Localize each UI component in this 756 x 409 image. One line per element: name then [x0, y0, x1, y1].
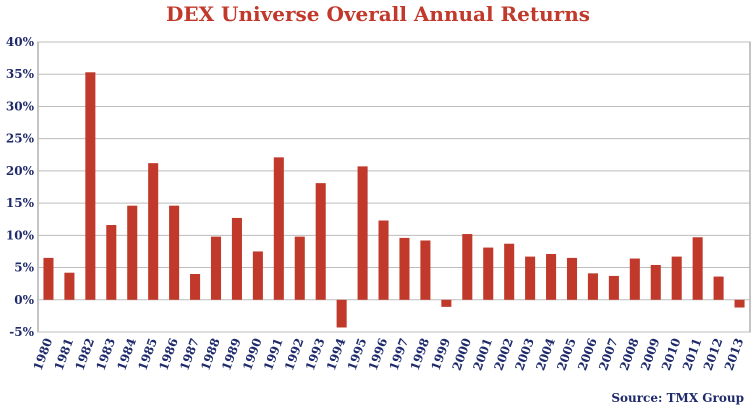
bar-1980: [43, 257, 54, 300]
y-tick-label: 20%: [6, 164, 35, 178]
y-tick-label: 0%: [14, 293, 34, 307]
chart-title: DEX Universe Overall Annual Returns: [165, 2, 591, 26]
y-tick-label: 25%: [6, 132, 35, 146]
bar-2011: [692, 237, 703, 300]
y-tick-label: 5%: [14, 261, 34, 275]
bar-1996: [378, 220, 389, 300]
bar-2003: [525, 256, 536, 300]
bar-1989: [231, 217, 242, 300]
bar-2009: [650, 264, 661, 300]
bar-1985: [148, 163, 159, 300]
bar-2004: [546, 254, 557, 300]
bar-1984: [127, 205, 138, 300]
bar-2006: [587, 273, 598, 300]
bar-1995: [357, 166, 368, 300]
bar-2010: [671, 256, 682, 300]
y-tick-label: 10%: [6, 228, 35, 242]
bar-2012: [713, 276, 724, 300]
bar-2001: [483, 247, 494, 300]
bar-2005: [566, 257, 578, 300]
bar-1990: [252, 251, 263, 300]
bar-1997: [399, 237, 410, 300]
bar-1994: [336, 299, 347, 328]
bar-1988: [210, 236, 222, 300]
bar-2008: [629, 258, 640, 300]
bar-1993: [315, 183, 326, 300]
bar-2002: [504, 243, 515, 300]
bar-1986: [169, 205, 180, 300]
bar-1982: [85, 72, 96, 300]
bar-1981: [64, 272, 75, 300]
plot-frame: [37, 41, 751, 333]
bar-2000: [462, 234, 473, 300]
bar-1999: [441, 299, 452, 307]
y-tick-label: -5%: [9, 325, 34, 339]
bar-2007: [608, 275, 619, 300]
bar-2013: [734, 299, 745, 308]
x-tick-label: 2013: [722, 336, 747, 372]
bar-1998: [420, 240, 431, 300]
y-tick-label: 35%: [6, 67, 35, 81]
bar-1991: [273, 157, 284, 300]
bar-1992: [294, 236, 305, 300]
source-note: Source: TMX Group: [611, 391, 744, 405]
bar-1987: [190, 274, 201, 300]
y-tick-label: 40%: [6, 35, 35, 49]
y-tick-label: 30%: [6, 99, 35, 113]
bar-1983: [106, 225, 117, 300]
y-tick-label: 15%: [6, 196, 35, 210]
